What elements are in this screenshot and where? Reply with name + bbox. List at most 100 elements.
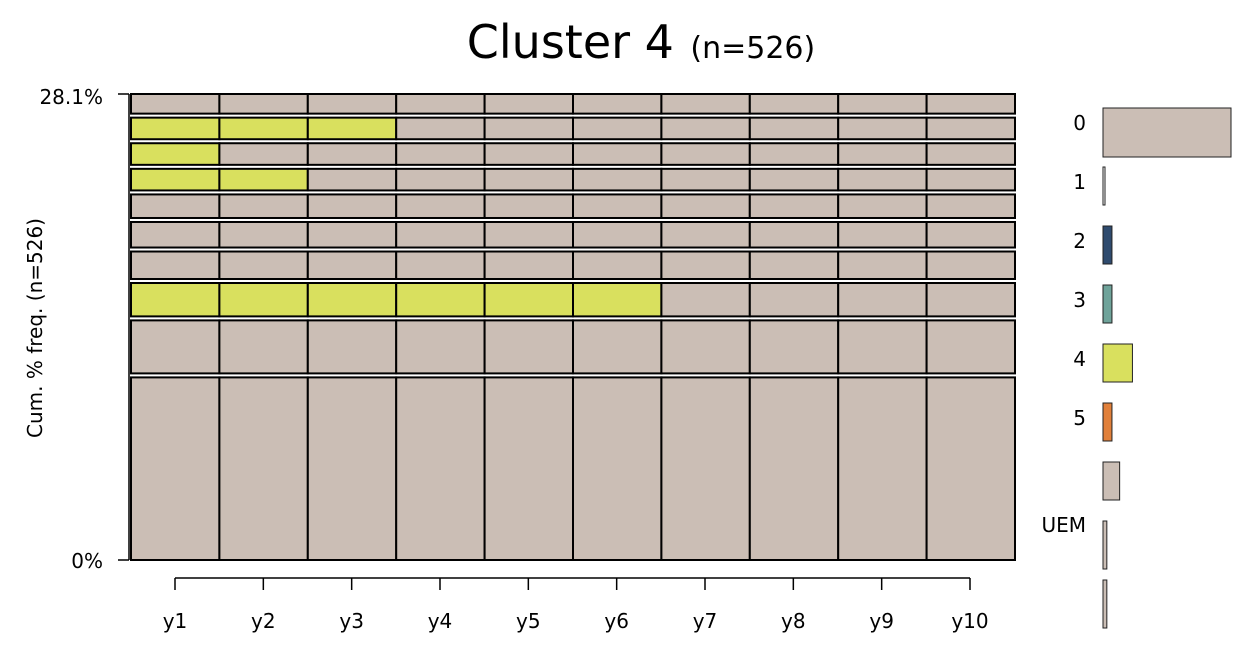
sequence-8-cell-y6 — [572, 142, 663, 166]
sequence-4-cell-y2 — [218, 250, 309, 281]
sequence-6-cell-y9 — [837, 193, 928, 219]
legend-swatch-0 — [1102, 107, 1232, 158]
x-tick-label-y4: y4 — [428, 609, 453, 633]
y-tick-label-bottom: 0% — [71, 549, 103, 573]
sequence-3-cell-y7 — [660, 282, 751, 318]
sequence-10-cell-y1 — [130, 93, 221, 115]
sequence-5-cell-y9 — [837, 220, 928, 249]
sequence-8-cell-y10 — [925, 142, 1016, 166]
sequence-row-6 — [130, 193, 1016, 219]
sequence-2-cell-y3 — [306, 319, 398, 375]
sequence-9-cell-y5 — [483, 116, 575, 141]
legend-swatch-8 — [1102, 579, 1108, 629]
sequence-row-10 — [130, 93, 1016, 115]
sequence-9-cell-y9 — [837, 116, 928, 141]
sequence-5-cell-y4 — [395, 220, 486, 249]
sequence-3-cell-y8 — [748, 282, 840, 318]
sequence-3-cell-y10 — [925, 282, 1016, 318]
sequence-5-cell-y2 — [218, 220, 309, 249]
sequence-8-cell-y8 — [748, 142, 840, 166]
sequence-9-cell-y3 — [306, 116, 398, 141]
sequence-2-cell-y2 — [218, 319, 309, 375]
sequence-9-cell-y4 — [395, 116, 486, 141]
sequence-10-cell-y2 — [218, 93, 309, 115]
sequence-5-cell-y10 — [925, 220, 1016, 249]
sequence-5-cell-y5 — [483, 220, 575, 249]
legend-label-5: 5 — [1073, 406, 1086, 430]
sequence-1-cell-y4 — [395, 376, 486, 561]
legend-swatch-2 — [1102, 225, 1113, 265]
sequence-10-cell-y4 — [395, 93, 486, 115]
sequence-3-cell-y5 — [483, 282, 575, 318]
sequence-9-cell-y10 — [925, 116, 1016, 141]
sequence-5-cell-y1 — [130, 220, 221, 249]
legend-swatch-3 — [1102, 284, 1113, 324]
sequence-4-cell-y3 — [306, 250, 398, 281]
sequence-10-cell-y7 — [660, 93, 751, 115]
sequence-2-cell-y8 — [748, 319, 840, 375]
sequence-5-cell-y6 — [572, 220, 663, 249]
sequence-10-cell-y9 — [837, 93, 928, 115]
sequence-8-cell-y2 — [218, 142, 309, 166]
sequence-1-cell-y3 — [306, 376, 398, 561]
legend-label-1: 1 — [1073, 170, 1086, 194]
sequence-9-cell-y1 — [130, 116, 221, 141]
legend-swatch-4 — [1102, 343, 1133, 383]
sequence-row-9 — [130, 116, 1016, 141]
sequence-3-cell-y1 — [130, 282, 221, 318]
x-tick-label-y8: y8 — [781, 609, 806, 633]
legend-swatch-5 — [1102, 402, 1113, 442]
sequence-6-cell-y2 — [218, 193, 309, 219]
y-tick-label-top: 28.1% — [39, 85, 103, 109]
sequence-3-cell-y3 — [306, 282, 398, 318]
sequence-4-cell-y5 — [483, 250, 575, 281]
legend: 0 1 2 3 4 5 UEM — [1041, 107, 1232, 629]
sequence-2-cell-y4 — [395, 319, 486, 375]
sequence-6-cell-y4 — [395, 193, 486, 219]
x-tick-label-y10: y10 — [951, 609, 988, 633]
sequence-6-cell-y10 — [925, 193, 1016, 219]
legend-label-4: 4 — [1073, 347, 1086, 371]
sequence-8-cell-y5 — [483, 142, 575, 166]
sequence-7-cell-y4 — [395, 167, 486, 192]
sequence-4-cell-y4 — [395, 250, 486, 281]
sequence-4-cell-y6 — [572, 250, 663, 281]
sequence-5-cell-y3 — [306, 220, 398, 249]
sequence-7-cell-y9 — [837, 167, 928, 192]
x-axis-ticks: y1 y2 y3 y4 y5 y6 y7 y8 y9 y10 — [163, 578, 989, 633]
legend-label-3: 3 — [1073, 288, 1086, 312]
sequence-7-cell-y5 — [483, 167, 575, 192]
sequence-row-3 — [130, 282, 1016, 318]
legend-label-2: 2 — [1073, 229, 1086, 253]
sequence-2-cell-y6 — [572, 319, 663, 375]
sequence-7-cell-y2 — [218, 167, 309, 192]
sequence-2-cell-y5 — [483, 319, 575, 375]
x-tick-label-y5: y5 — [516, 609, 541, 633]
sequence-10-cell-y10 — [925, 93, 1016, 115]
sequence-bars — [130, 93, 1016, 561]
sequence-row-1 — [130, 376, 1016, 561]
sequence-8-cell-y7 — [660, 142, 751, 166]
legend-label-7: UEM — [1041, 513, 1086, 537]
sequence-4-cell-y7 — [660, 250, 751, 281]
sequence-7-cell-y10 — [925, 167, 1016, 192]
sequence-1-cell-y1 — [130, 376, 221, 561]
x-tick-label-y6: y6 — [604, 609, 629, 633]
chart-title-suffix: (n=526) — [690, 31, 815, 66]
sequence-6-cell-y3 — [306, 193, 398, 219]
sequence-row-2 — [130, 319, 1016, 375]
sequence-4-cell-y8 — [748, 250, 840, 281]
sequence-1-cell-y5 — [483, 376, 575, 561]
sequence-10-cell-y5 — [483, 93, 575, 115]
sequence-7-cell-y7 — [660, 167, 751, 192]
sequence-10-cell-y3 — [306, 93, 398, 115]
sequence-3-cell-y9 — [837, 282, 928, 318]
sequence-6-cell-y6 — [572, 193, 663, 219]
sequence-3-cell-y2 — [218, 282, 309, 318]
sequence-8-cell-y1 — [130, 142, 221, 166]
sequence-row-7 — [130, 167, 1016, 192]
sequence-9-cell-y8 — [748, 116, 840, 141]
sequence-1-cell-y10 — [925, 376, 1016, 561]
y-axis-label: Cum. % freq. (n=526) — [23, 218, 47, 438]
sequence-7-cell-y6 — [572, 167, 663, 192]
